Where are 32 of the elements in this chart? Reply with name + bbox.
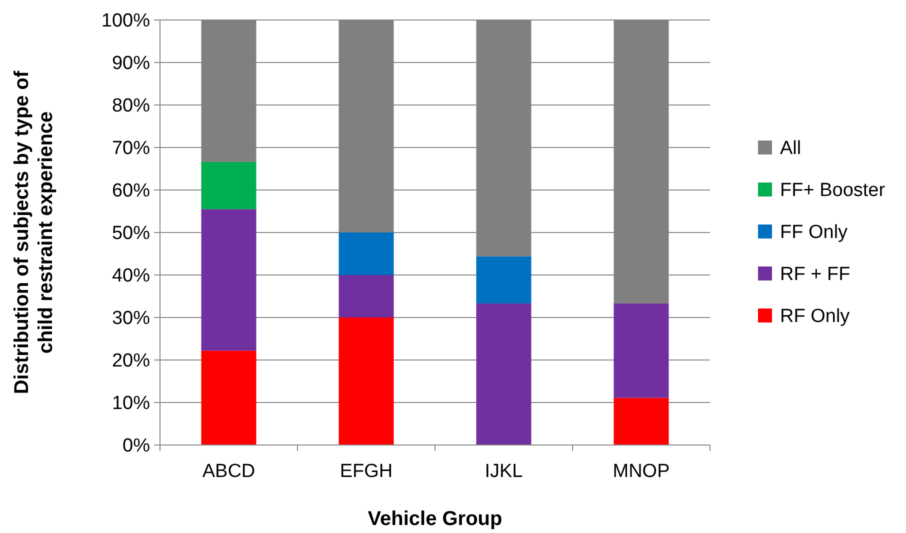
legend-label: FF+ Booster (780, 180, 886, 202)
y-tick-label: 20% (112, 350, 150, 372)
legend-label: RF Only (780, 306, 850, 328)
y-tick-label: 90% (112, 53, 150, 74)
y-tick-label: 100% (101, 10, 150, 32)
bar (338, 232, 394, 275)
bar (338, 318, 394, 445)
legend-label: RF + FF (780, 264, 850, 286)
legend-label: All (780, 138, 802, 160)
y-tick-label: 60% (112, 180, 150, 202)
bar (201, 209, 256, 351)
x-tick-label: MNOP (612, 461, 670, 482)
y-tick-label: 80% (112, 96, 150, 117)
bar (201, 162, 256, 210)
bar (614, 303, 669, 398)
x-tick-label: IJKL (484, 461, 523, 482)
y-tick-label: 10% (112, 393, 150, 414)
x-tick-label: EFGH (340, 461, 393, 482)
y-axis-title: Distribution of subjects by type of child restraint experience (11, 70, 57, 394)
x-axis-title: Vehicle Group (368, 508, 502, 530)
y-tick-label: 30% (112, 308, 150, 330)
y-tick-label: 40% (112, 266, 150, 287)
legend-label: FF Only (780, 222, 848, 244)
x-tick-label: ABCD (202, 461, 256, 482)
y-tick-label: 50% (112, 223, 150, 244)
y-tick-label: 0% (122, 436, 150, 457)
bar (338, 275, 394, 318)
y-tick-label: 70% (112, 138, 150, 160)
bar (614, 398, 669, 445)
bar (476, 303, 532, 445)
bar (476, 256, 532, 304)
bar (201, 350, 256, 445)
